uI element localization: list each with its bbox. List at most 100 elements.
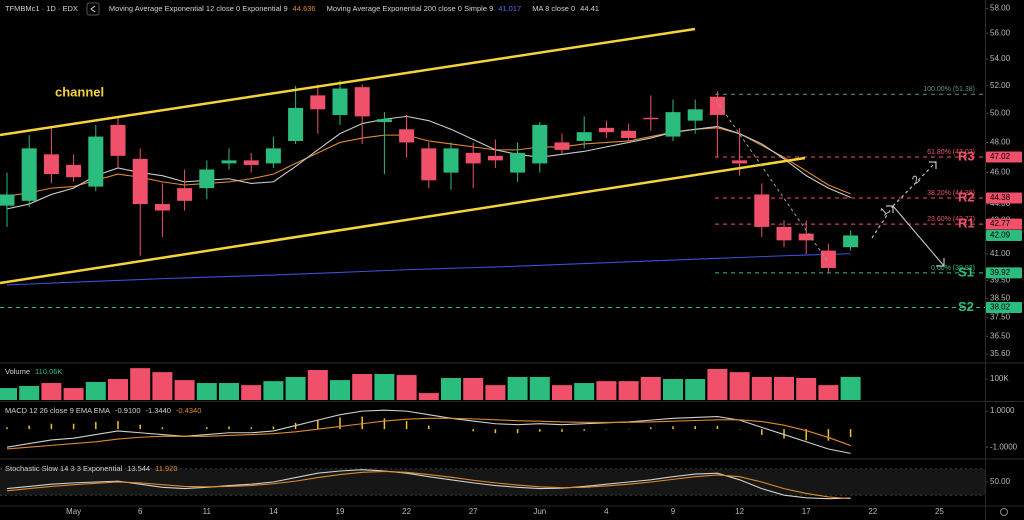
candle-body: [843, 235, 859, 248]
candle-body: [665, 112, 681, 137]
wave-label: 2: [910, 173, 922, 186]
x-tick-label: 4: [604, 507, 609, 516]
y-tick-label: 50.00: [990, 109, 1011, 118]
nav-button[interactable]: [86, 2, 100, 16]
volume-bar: [196, 383, 217, 400]
candle-body: [732, 160, 748, 164]
study-name: Moving Average Exponential 12 close 0 Ex…: [108, 4, 288, 13]
volume-bar: [374, 374, 395, 400]
y-tick-label: 44.00: [990, 199, 1011, 208]
last-price-label: 42.09: [990, 231, 1011, 240]
x-tick-label: 22: [868, 507, 877, 516]
panel-value: -0.4340: [175, 406, 202, 415]
candle-body: [709, 96, 725, 115]
volume-bar: [241, 385, 262, 400]
fib-label: 38.20% (44.38): [927, 190, 975, 197]
volume-bar: [174, 380, 195, 400]
nav-chevron: [90, 5, 96, 13]
swing-line: [715, 99, 829, 263]
panel-value: -0.9100: [115, 406, 141, 415]
x-tick-label: Jun: [533, 507, 546, 516]
level-name: R2: [958, 189, 975, 204]
projection-2: [892, 161, 937, 207]
indicator-line: [6, 469, 851, 500]
volume-bar: [463, 377, 484, 400]
candle-body: [288, 107, 304, 141]
volume-bar: [108, 379, 128, 400]
candle-body: [221, 160, 237, 164]
y-tick-label: 54.00: [990, 54, 1011, 63]
panel-value: -1.3440: [145, 406, 171, 415]
x-tick-label: 22: [402, 507, 411, 516]
candle-body: [687, 109, 703, 121]
volume-bar: [840, 376, 861, 400]
candle-body: [354, 87, 370, 117]
macd-legend: MACD 12 26 close 9 EMA EMA -0.9100 -1.34…: [5, 406, 201, 415]
arrow-head: [936, 258, 945, 267]
volume-bar: [441, 377, 461, 400]
fib-label: 61.80% (47.02): [927, 149, 975, 156]
main-legend: TFMBMc1 · 1D · EDX Moving Average Expone…: [5, 4, 605, 13]
fib-label: 23.60% (42.77): [927, 216, 975, 223]
candle-body: [21, 148, 37, 201]
price-tag-label: 44.38: [990, 193, 1011, 202]
candle-body: [154, 204, 170, 211]
volume-bar: [685, 379, 706, 400]
projection-down: [892, 205, 945, 267]
indicator-line: [6, 470, 851, 500]
price-tag: [986, 151, 1022, 163]
study-value: 44.636: [292, 4, 316, 13]
volume-bar: [396, 375, 417, 400]
level-name: R1: [958, 216, 975, 231]
y-tick-label: 38.50: [990, 294, 1011, 303]
candle-body: [554, 142, 570, 150]
x-tick-label: 27: [469, 507, 478, 516]
panel-value: 110.06K: [35, 367, 63, 376]
price-tag: [986, 192, 1022, 204]
candle-body: [643, 117, 659, 120]
candle-body: [0, 194, 15, 206]
panel-value: 13.544: [127, 464, 151, 473]
panel-title: Stochastic Slow 14 3 3 Exponential: [5, 464, 123, 473]
candle-body: [132, 158, 148, 205]
volume-bar: [0, 388, 17, 400]
panel-title: Volume: [5, 367, 31, 376]
candle-body: [621, 130, 637, 139]
channel-lower: [0, 156, 806, 285]
volume-bar: [574, 383, 595, 400]
volume-bar: [774, 376, 794, 400]
candle-body: [487, 155, 503, 161]
candle-body: [265, 148, 281, 164]
study-name: MA 8 close 0: [532, 4, 576, 13]
last-price-tag: [986, 229, 1022, 241]
volume-bar: [751, 376, 772, 400]
volume-bar: [818, 385, 839, 400]
y-tick-label: 58.00: [990, 4, 1011, 13]
arrow-head: [929, 161, 937, 169]
symbol: TFMBMc1 · 1D · EDX: [5, 4, 78, 13]
price-tag: [986, 301, 1022, 313]
price-tag: [986, 218, 1022, 230]
y-tick-label: 46.00: [990, 168, 1011, 177]
volume-bar: [663, 379, 683, 400]
x-tick-label: 11: [203, 507, 212, 516]
channel-upper: [0, 27, 696, 137]
y-tick-label: 39.50: [990, 276, 1011, 285]
volume-bar: [85, 381, 106, 400]
volume-bar: [219, 383, 239, 400]
price-tag-label: 47.02: [990, 152, 1011, 161]
marks-layer: 100.00% (51.38) 61.80% (47.02)R3 47.02 38.2…: [0, 80, 1022, 500]
x-tick-label: 19: [336, 507, 345, 516]
candle-body: [199, 169, 215, 189]
candle-body: [532, 124, 548, 164]
volume-bar: [263, 381, 284, 400]
price-tag-label: 39.92: [990, 268, 1011, 277]
candle-body: [465, 152, 481, 164]
settings-icon[interactable]: [1000, 508, 1008, 516]
candle-body: [776, 226, 792, 241]
volume-bar: [307, 370, 328, 400]
y-tick-label: 48.00: [990, 138, 1011, 147]
y-tick-label: 50.00: [990, 477, 1011, 486]
